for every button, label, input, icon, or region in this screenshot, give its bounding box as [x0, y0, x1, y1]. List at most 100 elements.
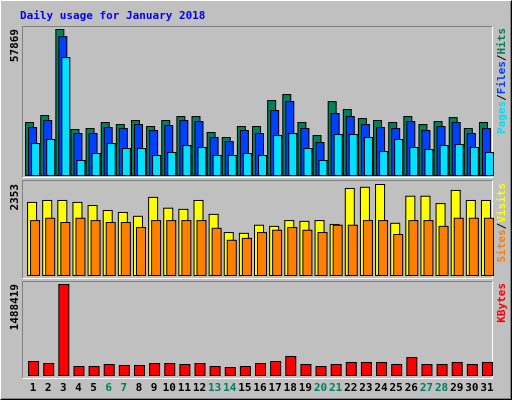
bar — [179, 363, 191, 376]
bar — [302, 229, 313, 277]
bar — [423, 220, 434, 276]
x-tick-label: 15 — [238, 381, 251, 394]
bar — [438, 225, 449, 276]
bar — [360, 361, 372, 376]
bar — [209, 366, 221, 376]
bar — [152, 155, 162, 176]
bar — [239, 366, 251, 376]
bar — [469, 147, 479, 177]
bar — [285, 355, 297, 377]
legend-separator: / — [495, 54, 508, 61]
bar — [224, 366, 236, 377]
x-tick-label: 9 — [151, 381, 158, 394]
bar — [273, 135, 283, 176]
bar — [318, 160, 328, 176]
bar — [196, 220, 207, 276]
bar — [406, 357, 418, 376]
bar — [379, 151, 389, 177]
x-tick-label: 11 — [178, 381, 192, 394]
legend-entry: Pages — [495, 101, 508, 134]
bar — [454, 144, 464, 176]
x-tick-label: 20 — [314, 381, 327, 394]
legend-entry: Visits — [495, 183, 508, 223]
bar — [393, 234, 404, 276]
x-tick-label: 4 — [75, 381, 82, 394]
bar — [182, 145, 192, 177]
legend-entry: KBytes — [495, 283, 508, 323]
bar — [61, 57, 71, 176]
x-tick-label: 1 — [30, 381, 37, 394]
bar — [241, 237, 252, 276]
bar — [106, 143, 116, 176]
x-tick-label: 18 — [284, 381, 297, 394]
bar — [300, 363, 312, 376]
x-tick-label: 17 — [269, 381, 282, 394]
bar — [45, 217, 56, 277]
bar — [120, 222, 131, 276]
x-tick-label: 23 — [359, 381, 372, 394]
bar — [257, 232, 268, 276]
legend-entry: Files — [495, 61, 508, 94]
legend-separator: / — [495, 222, 508, 229]
bar — [391, 363, 403, 376]
bar — [484, 152, 494, 177]
bar — [303, 148, 313, 176]
bar — [105, 222, 116, 276]
x-tick-label: 13 — [208, 381, 221, 394]
x-tick-label: 14 — [223, 381, 237, 394]
bar — [164, 363, 176, 376]
x-tick-label: 7 — [121, 381, 128, 394]
x-tick-label: 27 — [420, 381, 433, 394]
x-tick-label: 26 — [405, 381, 419, 394]
bar — [167, 152, 177, 177]
bar — [151, 220, 162, 276]
x-tick-label: 22 — [344, 381, 357, 394]
x-tick-label: 10 — [163, 381, 176, 394]
bar — [88, 366, 100, 376]
legend-entry: Hits — [495, 28, 508, 55]
bar — [408, 220, 419, 276]
bar — [226, 239, 237, 276]
bar — [424, 149, 434, 176]
bar — [421, 363, 433, 376]
bar — [483, 217, 494, 277]
x-tick-label: 16 — [253, 381, 267, 394]
x-tick-label: 5 — [90, 381, 97, 394]
bar — [166, 220, 177, 276]
bar — [394, 139, 404, 176]
bar — [468, 217, 479, 277]
bar — [439, 145, 449, 177]
bar — [43, 363, 55, 376]
bar — [466, 363, 478, 376]
bar — [481, 361, 493, 376]
x-tick-label: 21 — [329, 381, 343, 394]
x-tick-label: 2 — [45, 381, 52, 394]
bar — [103, 363, 115, 376]
bar — [58, 284, 70, 376]
bar — [333, 134, 343, 177]
bar — [76, 160, 86, 176]
legend-entry: Sites — [495, 229, 508, 262]
bar — [363, 137, 373, 176]
bar — [121, 148, 131, 176]
bar — [376, 361, 388, 376]
bar — [409, 147, 419, 177]
panel-light — [22, 281, 493, 379]
bar — [211, 227, 222, 276]
bar — [287, 227, 298, 277]
x-tick-label: 12 — [193, 381, 206, 394]
bar — [46, 139, 56, 176]
bar — [118, 364, 130, 377]
bar — [378, 220, 389, 276]
bar — [330, 363, 342, 376]
bar — [28, 360, 40, 376]
bar — [149, 363, 161, 376]
bar — [258, 155, 268, 176]
x-tick-label: 6 — [105, 381, 112, 394]
y-tick-label: 2353 — [8, 184, 21, 211]
x-tick-label: 3 — [60, 381, 67, 394]
bar — [288, 133, 298, 177]
panel-light — [22, 26, 493, 178]
